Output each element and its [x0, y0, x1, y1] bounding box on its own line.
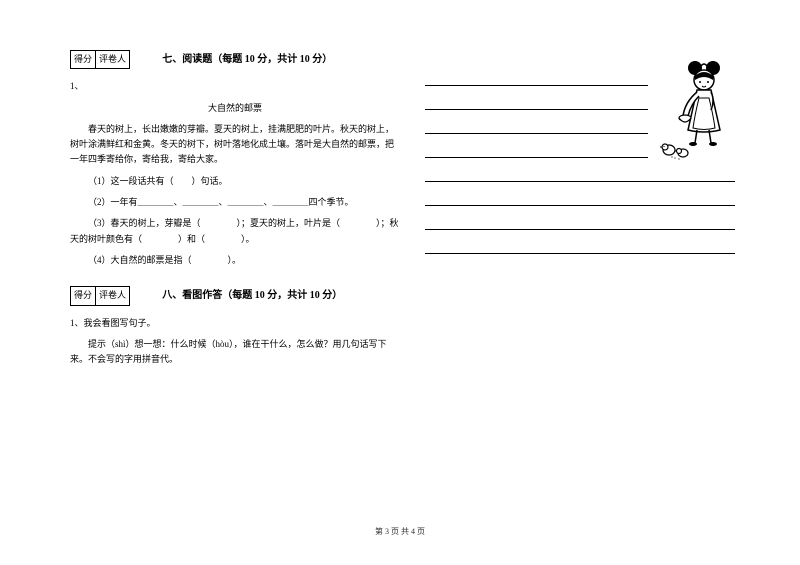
writing-line	[425, 110, 648, 134]
question-8-1: 1、我会看图写句子。	[70, 316, 400, 331]
writing-line	[425, 62, 648, 86]
sub-question-3: （3）春天的树上，芽瓣是（ ）；夏天的树上，叶片是（ ）；秋天的树叶颜色有（ ）…	[70, 216, 400, 247]
sub-question-4: （4）大自然的邮票是指（ ）。	[70, 253, 400, 268]
score-label: 得分	[71, 287, 96, 304]
section-8-header: 得分 评卷人 八、看图作答（每题 10 分，共计 10 分）	[70, 286, 400, 309]
score-box: 得分 评卷人	[70, 286, 130, 305]
girl-svg	[655, 58, 740, 163]
writing-line	[425, 206, 735, 230]
score-label: 得分	[71, 51, 96, 68]
sub-question-2: （2）一年有＿＿＿＿、＿＿＿＿、＿＿＿＿、＿＿＿＿四个季节。	[70, 195, 400, 210]
page-footer: 第 3 页 共 4 页	[0, 526, 800, 537]
exam-page: 得分 评卷人 七、阅读题（每题 10 分，共计 10 分） 1、 大自然的邮票 …	[0, 0, 800, 393]
spacer	[70, 274, 400, 286]
grader-label: 评卷人	[96, 51, 129, 68]
section-7-title: 七、阅读题（每题 10 分，共计 10 分）	[162, 54, 332, 65]
left-column: 得分 评卷人 七、阅读题（每题 10 分，共计 10 分） 1、 大自然的邮票 …	[70, 50, 400, 373]
writing-line	[425, 134, 648, 158]
writing-line	[425, 182, 735, 206]
passage-body: 春天的树上，长出嫩嫩的芽瓣。夏天的树上，挂满肥肥的叶片。秋天的树上，树叶涂满鲜红…	[70, 122, 400, 168]
score-box: 得分 评卷人	[70, 50, 130, 69]
right-column	[425, 50, 735, 373]
writing-line	[425, 86, 648, 110]
question-1-number: 1、	[70, 79, 400, 94]
question-8-hint: 提示（shì）想一想：什么时候（hòu），谁在干什么，怎么做？用几句话写下来。不…	[70, 337, 400, 368]
passage-title: 大自然的邮票	[70, 101, 400, 116]
grader-label: 评卷人	[96, 287, 129, 304]
sub-question-1: （1）这一段话共有（ ）句话。	[70, 174, 400, 189]
section-7-header: 得分 评卷人 七、阅读题（每题 10 分，共计 10 分）	[70, 50, 400, 73]
girl-feeding-chicks-icon	[655, 58, 740, 163]
section-8-title: 八、看图作答（每题 10 分，共计 10 分）	[162, 290, 342, 301]
writing-line	[425, 230, 735, 254]
